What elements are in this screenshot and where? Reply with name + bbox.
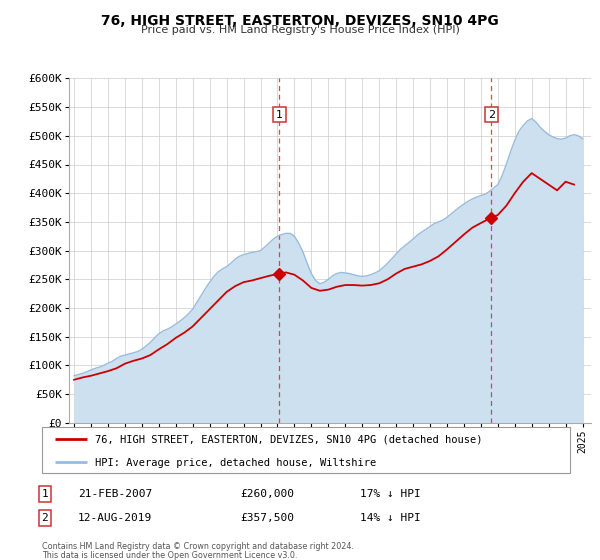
Text: Contains HM Land Registry data © Crown copyright and database right 2024.: Contains HM Land Registry data © Crown c… [42,542,354,550]
Text: Price paid vs. HM Land Registry's House Price Index (HPI): Price paid vs. HM Land Registry's House … [140,25,460,35]
Text: 14% ↓ HPI: 14% ↓ HPI [360,513,421,523]
Text: 2: 2 [488,110,495,120]
Text: £357,500: £357,500 [240,513,294,523]
Text: 76, HIGH STREET, EASTERTON, DEVIZES, SN10 4PG (detached house): 76, HIGH STREET, EASTERTON, DEVIZES, SN1… [95,435,482,445]
Text: 1: 1 [276,110,283,120]
Text: HPI: Average price, detached house, Wiltshire: HPI: Average price, detached house, Wilt… [95,458,376,468]
Text: 2: 2 [41,513,49,523]
Text: 17% ↓ HPI: 17% ↓ HPI [360,489,421,499]
Text: £260,000: £260,000 [240,489,294,499]
Text: 21-FEB-2007: 21-FEB-2007 [78,489,152,499]
Text: This data is licensed under the Open Government Licence v3.0.: This data is licensed under the Open Gov… [42,551,298,560]
Text: 76, HIGH STREET, EASTERTON, DEVIZES, SN10 4PG: 76, HIGH STREET, EASTERTON, DEVIZES, SN1… [101,14,499,28]
Text: 12-AUG-2019: 12-AUG-2019 [78,513,152,523]
Text: 1: 1 [41,489,49,499]
FancyBboxPatch shape [42,427,570,473]
